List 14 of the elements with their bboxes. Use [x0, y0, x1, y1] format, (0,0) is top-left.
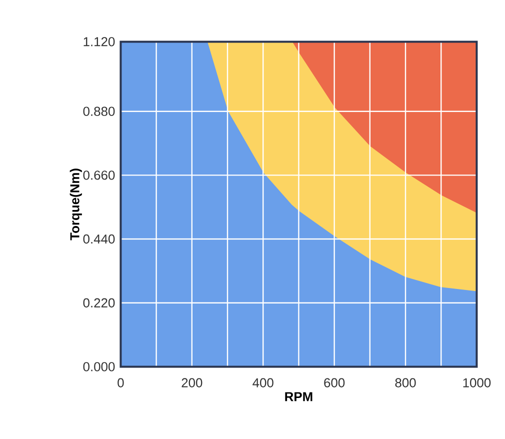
x-tick-label: 0 — [118, 378, 124, 388]
x-tick-label: 400 — [252, 378, 274, 388]
x-tick-label: 800 — [395, 378, 416, 388]
x-tick-label: 200 — [182, 378, 202, 388]
y-tick-label: 0.000 — [83, 362, 115, 372]
x-tick-label: 1000 — [463, 378, 491, 388]
x-axis-title: RPM — [285, 392, 312, 402]
x-tick-label: 600 — [324, 378, 345, 388]
y-axis-title: Torque(Nm) — [70, 168, 82, 240]
y-tick-label: 0.440 — [83, 234, 115, 244]
y-tick-label: 0.660 — [83, 170, 115, 180]
y-tick-label: 0.220 — [83, 298, 115, 308]
y-tick-label: 1.120 — [84, 37, 115, 46]
y-tick-label: 0.880 — [83, 106, 115, 116]
